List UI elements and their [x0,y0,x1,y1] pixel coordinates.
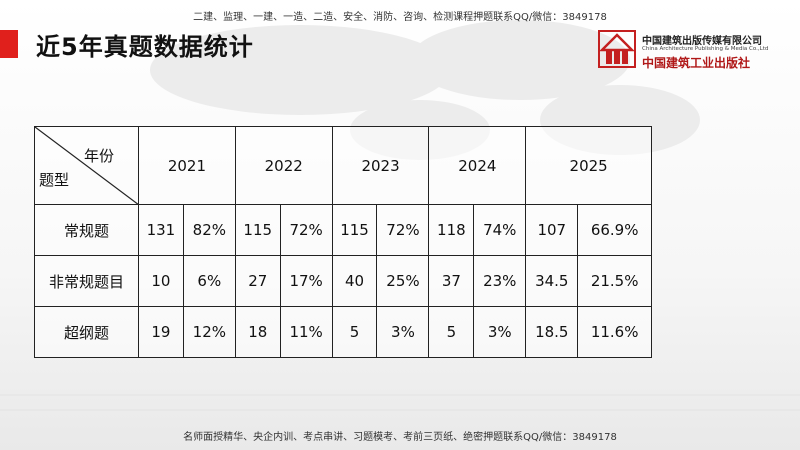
year-header: 2024 [428,126,527,205]
exam-statistics-table: 年份 题型 2021 2022 2023 2024 2025 常规题 131 8… [34,126,652,358]
table-cell: 17% [279,255,333,307]
table-cell: 6% [182,255,236,307]
table-cell: 131 [138,204,184,256]
table-cell: 66.9% [577,204,652,256]
table-cell: 18.5 [525,306,579,358]
year-header: 2025 [525,126,652,205]
table-row: 超纲题 19 12% 18 11% 5 3% 5 3% 18.5 11.6% [34,306,652,358]
table-cell: 115 [234,204,281,256]
table-cell: 19 [138,306,184,358]
table-cell: 18 [234,306,281,358]
table-cell: 12% [182,306,236,358]
table-cell: 72% [376,204,430,256]
table-cell: 23% [473,255,527,307]
row-label: 常规题 [34,204,139,256]
title-accent-bar [0,30,18,58]
publisher-name-en: China Architecture Publishing & Media Co… [642,46,769,52]
row-label: 超纲题 [34,306,139,358]
table-cell: 11.6% [577,306,652,358]
year-header: 2022 [234,126,333,205]
table-cell: 115 [331,204,378,256]
publisher-logo-icon [598,30,636,68]
table-cell: 25% [376,255,430,307]
table-cell: 3% [376,306,430,358]
corner-year-label: 年份 [83,147,114,165]
corner-diagonal [35,127,139,205]
bottom-contact-banner: 名师面授精华、央企内训、考点串讲、习题模考、考前三页纸、绝密押题联系QQ/微信：… [183,432,617,443]
table-cell: 107 [525,204,579,256]
table-cell: 10 [138,255,184,307]
table-cell: 27 [234,255,281,307]
table-row: 常规题 131 82% 115 72% 115 72% 118 74% 107 … [34,204,652,256]
table-cell: 82% [182,204,236,256]
table-cell: 11% [279,306,333,358]
table-cell: 37 [428,255,475,307]
table-cell: 21.5% [577,255,652,307]
table-row: 非常规题目 10 6% 27 17% 40 25% 37 23% 34.5 21… [34,255,652,307]
publisher-logo-block: 中国建筑出版传媒有限公司 China Architecture Publishi… [598,24,798,76]
corner-type-label: 题型 [39,171,70,189]
publisher-brand: 中国建筑工业出版社 [642,56,751,70]
table-cell: 34.5 [525,255,579,307]
table-cell: 5 [331,306,378,358]
table-cell: 74% [473,204,527,256]
table-cell: 3% [473,306,527,358]
row-label: 非常规题目 [34,255,139,307]
year-header: 2023 [331,126,430,205]
table-corner-cell: 年份 题型 [34,126,139,205]
table-cell: 72% [279,204,333,256]
table-cell: 5 [428,306,475,358]
year-header: 2021 [138,126,236,205]
table-cell: 40 [331,255,378,307]
page-title: 近5年真题数据统计 [36,33,254,61]
table-cell: 118 [428,204,475,256]
publisher-name-cn: 中国建筑出版传媒有限公司 [642,36,762,47]
table-header-row: 年份 题型 2021 2022 2023 2024 2025 [34,126,652,205]
top-contact-banner: 二建、监理、一建、一造、二造、安全、消防、咨询、检测课程押题联系QQ/微信：38… [193,12,607,23]
